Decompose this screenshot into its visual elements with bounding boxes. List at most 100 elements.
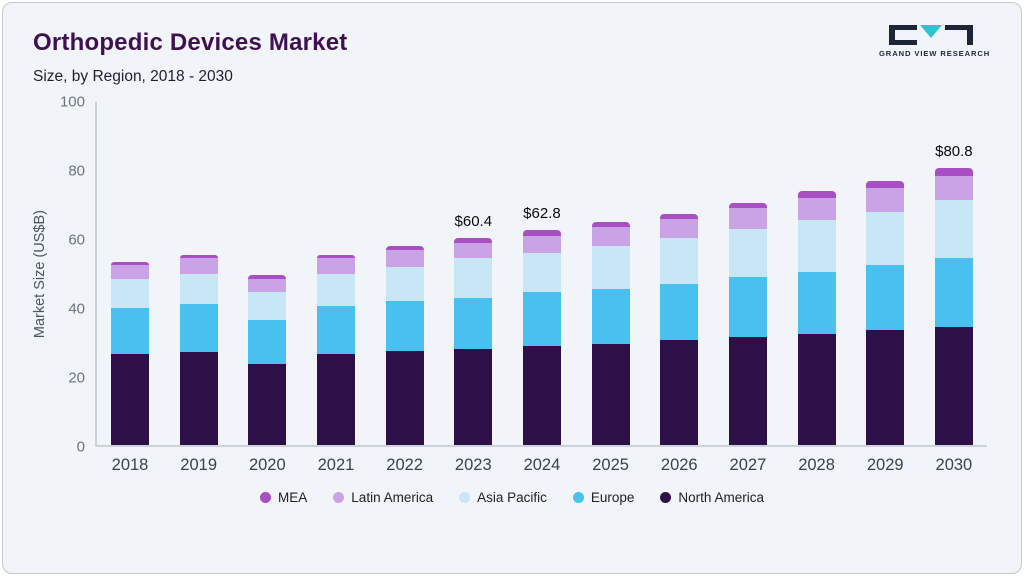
bar-segment-mea-2023 <box>454 237 493 244</box>
legend-label-asia-pacific: Asia Pacific <box>477 490 547 505</box>
bar-segment-europe-2022 <box>385 300 424 351</box>
stacked-bar-chart: Market Size (US$B) 0 20 40 60 80 100 $60.4 $62… <box>29 95 987 475</box>
bar-segment-europe-2030 <box>934 258 973 327</box>
plot-area: $60.4 $62.8 $80.8 <box>95 102 987 447</box>
bar-value-label-2023: $60.4 <box>454 212 493 230</box>
bar-segment-europe-2029 <box>866 264 905 331</box>
bar-segment-mea-2028 <box>797 191 836 199</box>
x-label-2029: 2029 <box>866 456 904 474</box>
y-axis-title-text: Market Size (US$B) <box>32 210 48 339</box>
bar-segment-latin-america-2027 <box>728 208 767 229</box>
chart-header: Orthopedic Devices Market Size, by Regio… <box>3 3 1021 86</box>
bar-2027 <box>728 102 767 445</box>
bar-segment-mea-2026 <box>660 213 699 219</box>
bar-segment-europe-2023 <box>454 297 493 349</box>
page-title: Orthopedic Devices Market <box>33 29 348 56</box>
legend-dot-latin-america <box>333 492 345 503</box>
bar-2026 <box>660 102 699 445</box>
bar-2024: $62.8 <box>522 102 561 445</box>
x-label-2030: 2030 <box>935 456 973 474</box>
bar-segment-europe-2026 <box>660 283 699 341</box>
bar-segment-north-america-2030 <box>934 326 973 445</box>
bar-segment-asia-pacific-2020 <box>248 292 287 320</box>
bar-segment-europe-2018 <box>111 307 149 355</box>
x-label-2023: 2023 <box>454 456 492 474</box>
bar-segment-latin-america-2026 <box>660 218 699 238</box>
bar-segment-asia-pacific-2030 <box>934 199 973 259</box>
bar-2020 <box>248 102 287 445</box>
y-tick-100: 100 <box>59 93 85 111</box>
x-label-2025: 2025 <box>592 456 629 474</box>
y-axis-ticks: 0 20 40 60 80 100 <box>51 95 95 455</box>
bar-segment-latin-america-2028 <box>797 198 836 221</box>
bar-segment-latin-america-2021 <box>316 258 355 274</box>
bar-segment-asia-pacific-2028 <box>797 220 836 272</box>
legend-label-north-america: North America <box>678 490 764 505</box>
bar-segment-mea-2027 <box>728 203 767 209</box>
bar-segment-asia-pacific-2023 <box>454 258 493 298</box>
bar-2030: $80.8 <box>934 102 973 445</box>
bar-segment-asia-pacific-2024 <box>522 252 561 293</box>
bar-segment-latin-america-2023 <box>454 243 493 259</box>
bar-segment-asia-pacific-2019 <box>179 273 218 305</box>
bar-segment-mea-2024 <box>522 229 561 236</box>
x-label-2019: 2019 <box>180 456 218 474</box>
legend-dot-europe <box>572 492 584 503</box>
legend-item-asia-pacific: Asia Pacific <box>459 490 547 505</box>
bar-segment-asia-pacific-2029 <box>866 211 905 265</box>
bar-segment-mea-2022 <box>385 246 424 251</box>
bar-2022 <box>385 102 424 445</box>
bar-segment-latin-america-2024 <box>522 235 561 253</box>
bar-2023: $60.4 <box>454 102 493 445</box>
bar-segment-asia-pacific-2021 <box>316 273 355 307</box>
bar-2029 <box>866 102 905 445</box>
bar-segment-mea-2030 <box>934 167 973 176</box>
bar-segment-north-america-2024 <box>522 345 561 445</box>
bar-segment-europe-2021 <box>316 306 355 355</box>
legend-item-north-america: North America <box>660 490 764 505</box>
bar-segment-europe-2027 <box>728 276 767 337</box>
bar-segment-latin-america-2020 <box>248 278 287 293</box>
x-label-2028: 2028 <box>798 456 835 474</box>
logo-text: GRAND VIEW RESEARCH <box>879 49 991 58</box>
bar-segment-north-america-2026 <box>660 340 699 445</box>
bar-segment-north-america-2027 <box>728 336 767 445</box>
bar-2028 <box>797 102 836 445</box>
bar-segment-europe-2024 <box>522 292 561 346</box>
bar-segment-mea-2019 <box>179 254 218 259</box>
x-label-2022: 2022 <box>386 456 423 474</box>
bar-segment-north-america-2025 <box>591 343 630 445</box>
x-label-2024: 2024 <box>523 456 561 474</box>
y-tick-0: 0 <box>76 438 85 456</box>
legend-dot-north-america <box>660 492 672 503</box>
bar-segment-latin-america-2018 <box>111 264 149 279</box>
logo-mark-icon <box>889 25 973 45</box>
y-tick-40: 40 <box>68 300 85 318</box>
bar-segment-mea-2020 <box>248 275 287 279</box>
legend-dot-asia-pacific <box>459 492 471 503</box>
bar-segment-asia-pacific-2022 <box>385 266 424 301</box>
bar-segment-north-america-2023 <box>454 348 493 445</box>
x-label-2021: 2021 <box>317 456 355 474</box>
bar-segment-north-america-2019 <box>179 352 218 445</box>
bar-segment-mea-2025 <box>591 222 630 228</box>
bar-segment-north-america-2018 <box>111 354 149 445</box>
bar-segment-europe-2025 <box>591 288 630 344</box>
x-label-2026: 2026 <box>660 456 698 474</box>
y-axis-title: Market Size (US$B) <box>29 102 51 447</box>
bar-segment-latin-america-2029 <box>866 187 905 212</box>
bar-segment-north-america-2021 <box>316 354 355 445</box>
bar-segment-latin-america-2030 <box>934 175 973 200</box>
chart-legend: MEA Latin America Asia Pacific Europe North … <box>3 490 1021 505</box>
legend-item-mea: MEA <box>260 490 307 505</box>
bar-segment-asia-pacific-2025 <box>591 246 630 289</box>
y-tick-20: 20 <box>68 369 85 387</box>
bar-segment-latin-america-2019 <box>179 258 218 274</box>
bar-2021 <box>316 102 355 445</box>
bar-segment-mea-2021 <box>316 254 355 259</box>
bar-segment-latin-america-2025 <box>591 227 630 247</box>
bar-value-label-2024: $62.8 <box>523 204 561 222</box>
bar-segment-north-america-2020 <box>248 364 287 445</box>
bar-2025 <box>591 102 630 445</box>
